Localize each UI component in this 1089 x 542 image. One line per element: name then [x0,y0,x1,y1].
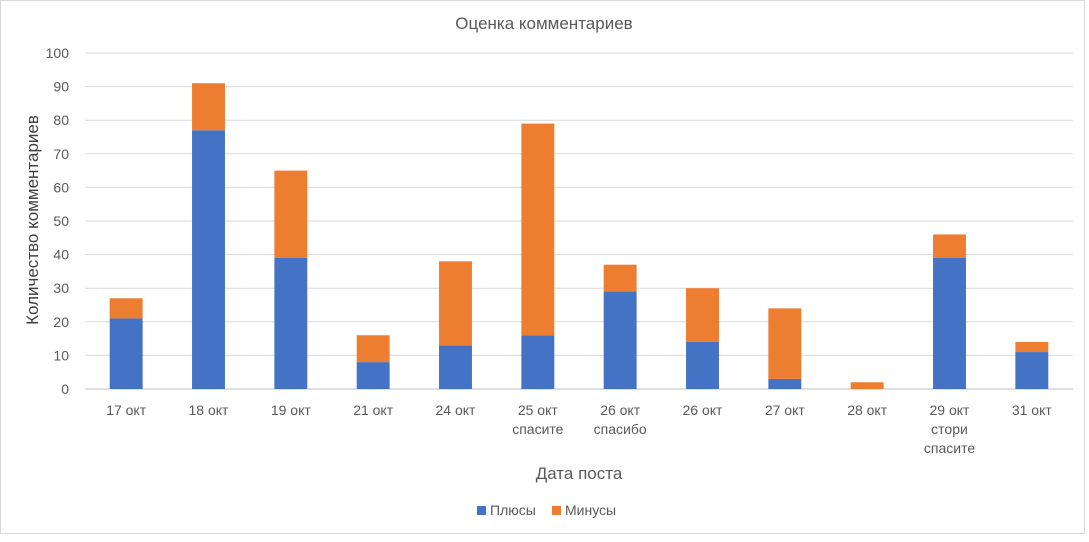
chart-title: Оценка комментариев [455,14,632,33]
bar-segment-minus [933,234,966,258]
bar-segment-plus [521,335,555,389]
x-tick-label: 26 окт [683,402,724,418]
x-tick-label: 18 окт [189,402,230,418]
legend: Плюсы Минусы [477,502,616,518]
y-tick-label: 60 [53,179,69,195]
x-tick-label: 31 окт [1012,402,1053,418]
x-tick-label: 17 окт [106,402,147,418]
x-tick-label: стори [931,421,968,437]
bar-segment-plus [109,318,143,389]
bar-segment-minus [1015,341,1049,353]
y-tick-label: 50 [53,213,69,229]
bar-segment-minus [521,123,555,336]
bar-segment-minus [768,308,802,379]
x-tick-label: 29 окт [930,402,971,418]
x-tick-label: 26 окт [600,402,641,418]
bar-segment-minus [109,298,143,319]
y-axis-tick-labels: 0 10 20 30 40 50 60 70 80 90 100 [46,45,70,397]
x-tick-label: 19 окт [271,402,312,418]
legend-label: Плюсы [490,502,536,518]
gridlines [85,52,1073,390]
bar-segment-plus [1015,352,1049,389]
x-tick-label: 28 окт [847,402,888,418]
y-tick-label: 100 [46,45,70,61]
bars [109,83,1049,389]
y-tick-label: 90 [53,79,69,95]
bar-segment-minus [686,288,719,342]
legend-swatch [477,506,486,515]
y-tick-label: 40 [53,247,69,263]
bar-segment-plus [192,130,225,389]
x-axis-title: Дата поста [536,464,623,483]
y-axis-title: Количество комментариев [23,115,42,325]
bar-segment-minus [274,170,308,258]
bar-segment-plus [603,291,637,389]
bar-segment-minus [603,264,637,292]
legend-swatch [552,506,561,515]
y-tick-label: 20 [53,314,69,330]
bar-segment-plus [356,362,390,389]
bar-segment-plus [933,257,966,389]
x-tick-label: 27 окт [765,402,806,418]
x-tick-label: спасите [512,421,563,437]
y-tick-label: 30 [53,280,69,296]
x-axis-tick-labels: 17 окт 18 окт 19 окт 21 окт 24 окт 25 окт спас… [106,402,1052,456]
legend-label: Минусы [565,502,616,518]
y-tick-label: 0 [61,381,69,397]
bar-segment-minus [850,382,884,389]
bar-segment-minus [356,335,390,363]
x-tick-label: 25 окт [518,402,559,418]
bar-segment-minus [192,83,225,131]
x-tick-label: спасите [924,440,975,456]
bar-segment-plus [768,378,802,389]
x-tick-label: спасибо [594,421,647,437]
bar-segment-plus [686,341,719,389]
y-tick-label: 70 [53,146,69,162]
bar-segment-plus [439,345,472,389]
bar-segment-plus [274,257,308,389]
y-tick-label: 80 [53,112,69,128]
x-tick-label: 24 окт [436,402,477,418]
y-tick-label: 10 [53,347,69,363]
x-tick-label: 21 окт [353,402,394,418]
bar-segment-minus [439,261,472,346]
